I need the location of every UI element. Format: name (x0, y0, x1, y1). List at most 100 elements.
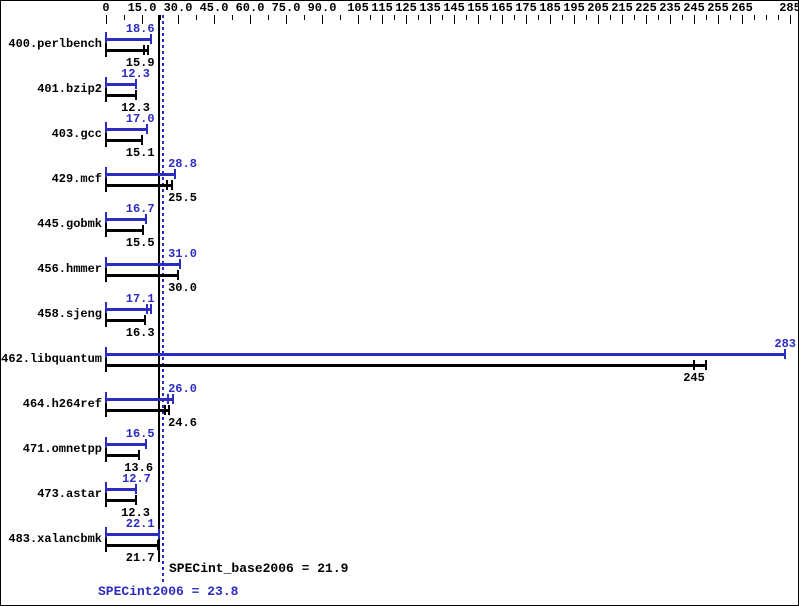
base-bar-start-serif (105, 448, 107, 462)
base-value-label: 15.1 (125, 146, 155, 160)
peak-bar-end-serif (135, 484, 138, 494)
base-bar-start-serif (105, 43, 107, 57)
base-bar (106, 184, 172, 187)
base-bar-end-serif (142, 225, 145, 235)
peak-bar-start-serif (105, 482, 107, 496)
x-axis-tick-label: 155 (467, 1, 489, 15)
x-axis-minor-tick (370, 15, 371, 20)
benchmark-name: 401.bzip2 (37, 82, 102, 96)
summary-base-score: SPECint_base2006 = 21.9 (169, 561, 349, 576)
base-value-label: 25.5 (168, 191, 197, 205)
base-bar-end-serif (166, 180, 169, 190)
base-bar-start-serif (105, 223, 107, 237)
benchmark-name: 473.astar (37, 487, 102, 501)
benchmark-name: 456.hmmer (37, 262, 102, 276)
x-axis-minor-tick (634, 15, 635, 20)
peak-bar (106, 173, 176, 176)
x-axis-minor-tick (304, 15, 305, 20)
peak-value-label: 26.0 (168, 382, 197, 396)
base-value-label: 13.6 (124, 461, 154, 475)
x-axis-major-tick (106, 15, 107, 24)
peak-bar-end-serif (158, 529, 161, 539)
benchmark-name: 403.gcc (51, 127, 102, 141)
base-bar-end-serif (177, 270, 179, 280)
x-axis-minor-tick (610, 15, 611, 20)
base-bar-start-serif (105, 538, 107, 552)
x-axis-major-tick (646, 15, 647, 24)
peak-bar-start-serif (105, 257, 107, 271)
x-axis-major-tick (550, 15, 551, 24)
base-bar (106, 499, 136, 502)
x-axis-minor-tick (754, 15, 755, 20)
peak-bar-start-serif (105, 302, 107, 316)
base-bar-start-serif (105, 313, 107, 327)
x-axis-tick-label: 265 (731, 1, 753, 15)
base-value-label: 15.9 (125, 56, 155, 70)
x-axis-tick-label: 75.0 (271, 1, 301, 15)
base-value-label: 12.3 (121, 101, 150, 115)
peak-bar-start-serif (105, 122, 107, 136)
x-axis-minor-tick (658, 15, 659, 20)
peak-bar (106, 443, 146, 446)
base-bar (106, 94, 136, 97)
base-bar-run-mark-serif (168, 405, 171, 415)
x-axis-minor-tick (514, 15, 515, 20)
x-axis-major-tick (322, 15, 323, 24)
base-bar (106, 409, 170, 412)
x-axis-tick-label: 225 (635, 1, 657, 15)
peak-bar-end-serif (144, 439, 147, 449)
peak-bar (106, 353, 786, 356)
x-axis-minor-tick (586, 15, 587, 20)
base-bar-end-serif (693, 360, 695, 370)
x-axis-tick-label: 285 (779, 1, 799, 15)
x-axis-minor-tick (340, 15, 341, 20)
peak-bar-end-serif (174, 169, 177, 179)
peak-bar-start-serif (105, 212, 107, 226)
x-axis-tick-label: 175 (515, 1, 537, 15)
base-bar-end-serif (134, 90, 137, 100)
base-bar-end-serif (157, 540, 160, 550)
peak-value-label: 17.1 (125, 292, 155, 306)
base-bar-end-serif (141, 135, 144, 145)
base-bar-end-serif (143, 45, 146, 55)
base-bar-end-serif (137, 450, 140, 460)
peak-value-label: 18.6 (125, 22, 155, 36)
x-axis-tick-label: 115 (371, 1, 393, 15)
x-axis-minor-tick (394, 15, 395, 20)
peak-bar (106, 263, 181, 266)
base-bar-run-mark-serif (170, 180, 173, 190)
peak-bar-end-serif (145, 214, 148, 224)
x-axis-tick-label: 215 (611, 1, 633, 15)
benchmark-name: 483.xalancbmk (8, 532, 102, 546)
peak-bar (106, 533, 160, 536)
benchmark-name: 471.omnetpp (22, 442, 102, 456)
peak-value-label: 28.8 (168, 157, 197, 171)
base-value-label: 16.3 (125, 326, 155, 340)
peak-bar-start-serif (105, 167, 107, 181)
peak-bar-end-serif (134, 79, 137, 89)
x-axis-major-tick (142, 15, 143, 24)
x-axis-major-tick (694, 15, 695, 24)
base-bar-start-serif (105, 358, 107, 372)
x-axis-minor-tick (196, 15, 197, 20)
x-axis-minor-tick (442, 15, 443, 20)
base-bar (106, 274, 178, 277)
base-bar-run-mark-serif (705, 360, 707, 370)
peak-bar (106, 488, 137, 491)
peak-bar-start-serif (105, 32, 107, 46)
peak-bar-start-serif (105, 527, 107, 541)
x-axis-tick-label: 165 (491, 1, 513, 15)
x-axis-major-tick (406, 15, 407, 24)
peak-bar-end-serif (146, 304, 149, 314)
x-axis-minor-tick (418, 15, 419, 20)
base-bar-run-mark-serif (147, 45, 150, 55)
x-axis-minor-tick (232, 15, 233, 20)
x-axis-tick-label: 30.0 (163, 1, 193, 15)
peak-bar (106, 398, 173, 401)
base-value-label: 30.0 (168, 281, 197, 295)
x-axis-major-tick (382, 15, 383, 24)
x-axis-minor-tick (538, 15, 539, 20)
x-axis-minor-tick (124, 15, 125, 20)
x-axis-minor-tick (466, 15, 467, 20)
